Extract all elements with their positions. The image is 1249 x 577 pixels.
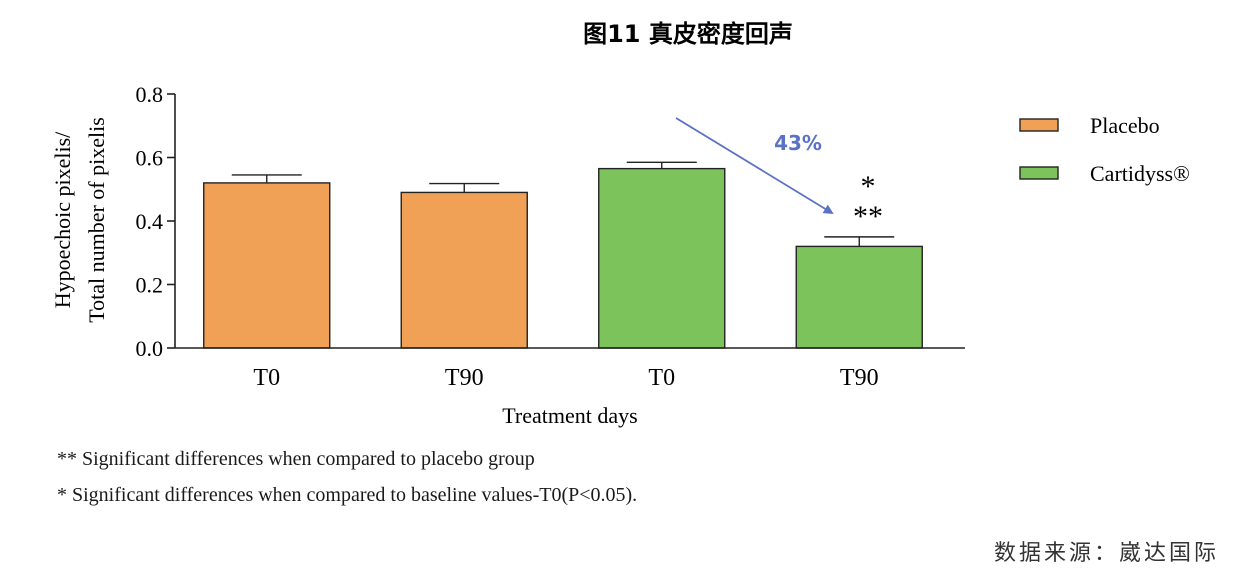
- bar: [400, 191, 528, 349]
- bars: [203, 161, 923, 349]
- y-tick-label: 0.4: [136, 209, 164, 234]
- category-label: T90: [840, 365, 879, 391]
- bar: [598, 167, 726, 349]
- bar: [795, 245, 923, 349]
- y-axis: 0.0 0.2 0.4 0.6 0.8: [136, 82, 176, 361]
- y-tick-label: 0.2: [136, 273, 164, 298]
- y-tick-label: 0.8: [136, 82, 164, 107]
- legend-swatch: [1019, 166, 1059, 180]
- significance-star-placebo: **: [853, 200, 883, 233]
- reduction-annotation: 43% * **: [675, 117, 883, 233]
- category-label: T0: [648, 365, 675, 391]
- legend: Placebo Cartidyss®: [1019, 113, 1190, 186]
- data-source: 数据来源：崴达国际: [993, 541, 1219, 566]
- y-axis-title: Hypoechoic pixelis/ Total number of pixe…: [50, 117, 109, 323]
- legend-label: Cartidyss®: [1090, 161, 1190, 186]
- bar: [203, 182, 331, 349]
- y-tick-label: 0.6: [136, 146, 164, 171]
- reduction-percent: 43%: [774, 131, 822, 155]
- category-label: T90: [445, 365, 484, 391]
- reduction-arrow: [675, 117, 834, 215]
- x-axis-title: Treatment days: [502, 403, 637, 428]
- y-tick-label: 0.0: [136, 336, 164, 361]
- y-axis-title-line-2: Total number of pixelis: [84, 117, 109, 323]
- chart-title: 图11 真皮密度回声: [583, 20, 793, 48]
- y-axis-title-line-1: Hypoechoic pixelis/: [50, 131, 75, 308]
- footnote-baseline: * Significant differences when compared …: [57, 484, 638, 506]
- significance-star-baseline: *: [861, 170, 876, 203]
- footnote-placebo: ** Significant differences when compared…: [57, 448, 535, 470]
- legend-label: Placebo: [1090, 113, 1160, 138]
- legend-swatch: [1019, 118, 1059, 132]
- category-labels: T0 T90 T0 T90: [253, 365, 878, 391]
- category-label: T0: [253, 365, 280, 391]
